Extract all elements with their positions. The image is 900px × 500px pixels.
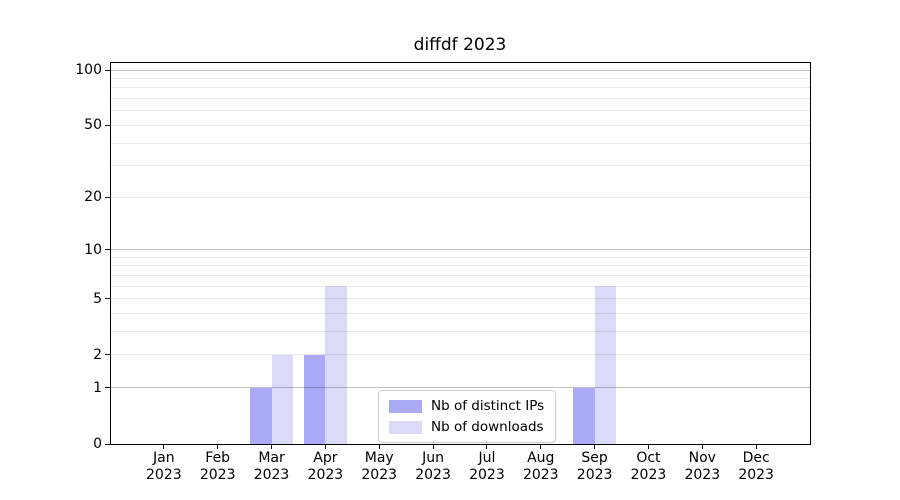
x-tick: [217, 444, 219, 449]
legend-swatch-downloads: [389, 420, 422, 434]
y-tick: [105, 196, 110, 198]
x-tick-label: Apr 2023: [307, 450, 344, 483]
x-tick-label: Jan 2023: [146, 450, 182, 483]
bar-mar-downloads: [271, 354, 294, 444]
y-tick-label: 20: [84, 189, 102, 206]
x-tick-label: May 2023: [361, 450, 398, 483]
x-tick-label: Jun 2023: [415, 450, 451, 483]
y-tick: [105, 249, 110, 251]
legend: Nb of distinct IPs Nb of downloads: [378, 390, 557, 443]
x-tick: [324, 444, 326, 449]
x-tick: [540, 444, 542, 449]
y-tick-label: 100: [75, 62, 102, 78]
chart-title: diffdf 2023: [413, 35, 507, 55]
x-tick-label: Aug 2023: [522, 450, 559, 483]
y-tick-label: 5: [93, 290, 102, 307]
y-tick: [105, 298, 110, 300]
bar-sep-ips: [573, 387, 595, 444]
legend-item-label: Nb of distinct IPs: [431, 398, 545, 414]
x-tick-label: Feb 2023: [199, 450, 236, 483]
legend-item-label: Nb of downloads: [431, 419, 544, 435]
y-tick-label: 10: [84, 241, 102, 258]
x-tick: [486, 444, 488, 449]
legend-item: Nb of distinct IPs: [389, 398, 544, 414]
y-tick: [105, 69, 110, 71]
x-tick-label: Oct 2023: [630, 450, 667, 483]
x-tick: [647, 444, 649, 449]
y-tick: [105, 354, 110, 356]
x-tick: [271, 444, 273, 449]
x-tick-label: Jul 2023: [469, 450, 505, 483]
y-tick-label: 0: [93, 436, 102, 452]
x-tick: [594, 444, 596, 449]
x-tick-label: Dec 2023: [738, 450, 774, 483]
x-tick: [163, 444, 165, 449]
bar-apr-ips: [303, 354, 326, 444]
legend-item: Nb of downloads: [389, 419, 544, 435]
x-tick: [755, 444, 757, 449]
y-tick-label: 1: [93, 379, 102, 396]
legend-swatch-ips: [389, 399, 422, 413]
bar-apr-downloads: [325, 286, 347, 444]
y-tick-label: 2: [93, 346, 102, 363]
plot-area: [110, 62, 811, 445]
y-tick-label: 50: [84, 117, 102, 134]
x-tick: [378, 444, 380, 449]
bar-mar-ips: [250, 387, 272, 444]
x-tick: [701, 444, 703, 449]
x-tick-label: Nov 2023: [684, 450, 721, 483]
x-tick-label: Sep 2023: [576, 450, 613, 483]
x-tick-label: Mar 2023: [253, 450, 290, 483]
y-tick: [105, 124, 110, 126]
y-tick: [105, 387, 110, 389]
y-tick: [105, 443, 110, 445]
x-tick: [432, 444, 434, 449]
bar-sep-downloads: [594, 286, 617, 444]
